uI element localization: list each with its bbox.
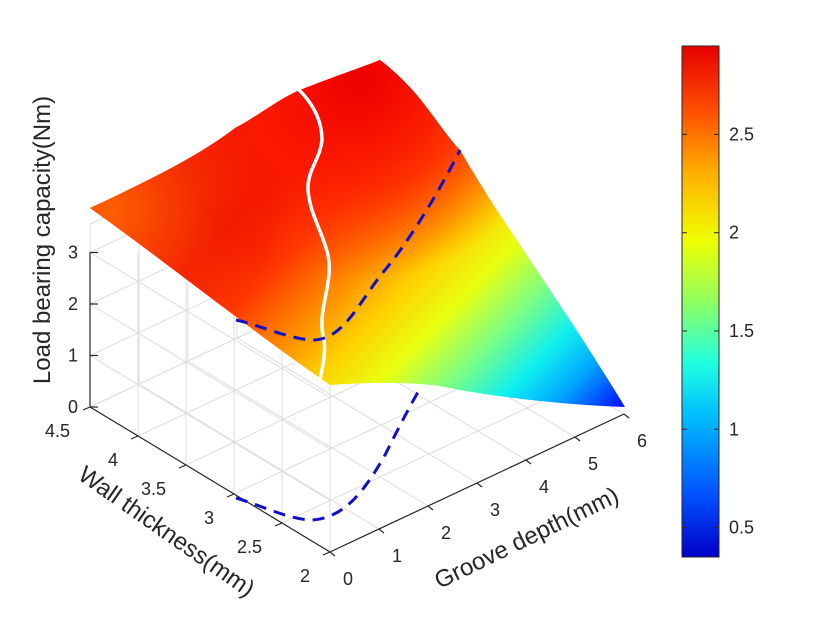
x-tick-mark (623, 413, 630, 419)
floor-grid-line (281, 384, 577, 524)
colorbar (681, 45, 720, 558)
y-tick-label: 4.5 (45, 421, 70, 441)
colorbar-tick-label: 2 (729, 223, 739, 243)
y-tick-mark (226, 493, 235, 498)
y-tick-label: 2 (300, 566, 310, 586)
surface-plot (90, 60, 625, 407)
y-tick-label: 3 (204, 508, 214, 528)
z-tick-label: 0 (68, 397, 78, 417)
colorbar-ticks: 0.5 1 1.5 2 2.5 (682, 124, 754, 538)
x-tick-label: 4 (539, 477, 549, 497)
x-tick-mark (329, 551, 336, 557)
x-tick-label: 0 (343, 569, 353, 589)
tick-labels: 0 1 2 3 4 5 6 2 2.5 3 3.5 4 4.5 0 1 2 3 (45, 243, 647, 590)
y-tick-label: 4 (108, 450, 118, 470)
x-tick-label: 2 (441, 523, 451, 543)
dashed-curve-surface (235, 149, 462, 342)
left-wall-grid-line (89, 303, 331, 450)
floor-grid-line (138, 383, 380, 530)
left-wall-grid-line (89, 355, 331, 501)
x-tick-mark (427, 505, 434, 511)
x-tick-label: 1 (392, 546, 402, 566)
y-tick-label: 2.5 (237, 537, 262, 557)
colorbar-tick-label: 1 (729, 419, 739, 439)
y-axis-label: Wall thickness(mm) (73, 461, 259, 603)
x-axis-label: Groove depth(mm) (430, 482, 623, 595)
z-axis-label: Load bearing capacity(Nm) (29, 96, 56, 384)
x-tick-mark (574, 436, 581, 442)
z-tick-label: 1 (68, 346, 78, 366)
white-curve (295, 86, 331, 381)
x-tick-mark (378, 528, 385, 534)
y-tick-mark (82, 406, 91, 411)
y-tick-mark (130, 435, 139, 440)
surface-top-shade (90, 60, 625, 407)
floor-grid-line (236, 337, 478, 484)
colorbar-tick-label: 0.5 (729, 518, 754, 538)
floor-grid-line (187, 360, 429, 507)
axes (82, 251, 630, 557)
left-wall-grid-line (89, 252, 331, 398)
colorbar-tick-label: 1.5 (729, 321, 754, 341)
z-tick-label: 3 (68, 243, 78, 263)
x-tick-label: 3 (490, 500, 500, 520)
x-tick-mark (525, 459, 532, 465)
y-tick-label: 3.5 (141, 479, 166, 499)
x-tick-label: 6 (637, 431, 647, 451)
y-axis-line (89, 406, 331, 553)
colorbar-tick-label: 2.5 (729, 124, 754, 144)
y-tick-mark (274, 522, 283, 527)
x-tick-label: 5 (588, 454, 598, 474)
y-tick-mark (322, 551, 331, 556)
dashed-curve-floor (235, 391, 420, 522)
z-tick-label: 2 (68, 294, 78, 314)
y-tick-mark (178, 464, 187, 469)
x-tick-mark (476, 482, 483, 488)
